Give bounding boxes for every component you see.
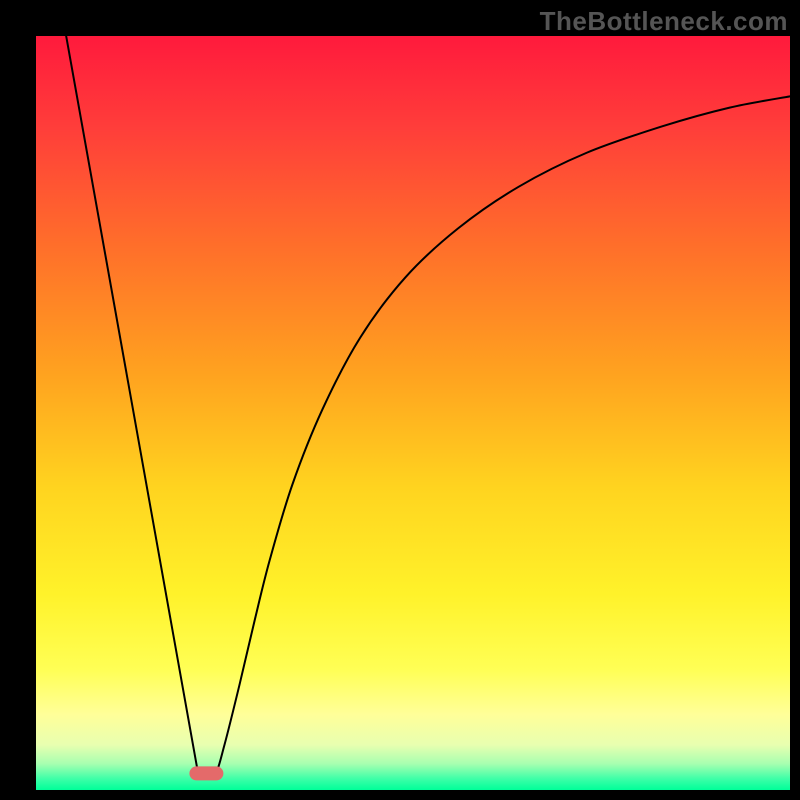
watermark-text: TheBottleneck.com — [540, 6, 788, 37]
border-right — [790, 0, 800, 800]
gradient-background — [36, 36, 790, 790]
bottleneck-chart: TheBottleneck.com — [0, 0, 800, 800]
border-left — [0, 0, 36, 800]
minimum-marker — [189, 766, 223, 780]
border-bottom — [0, 790, 800, 800]
chart-svg — [0, 0, 800, 800]
